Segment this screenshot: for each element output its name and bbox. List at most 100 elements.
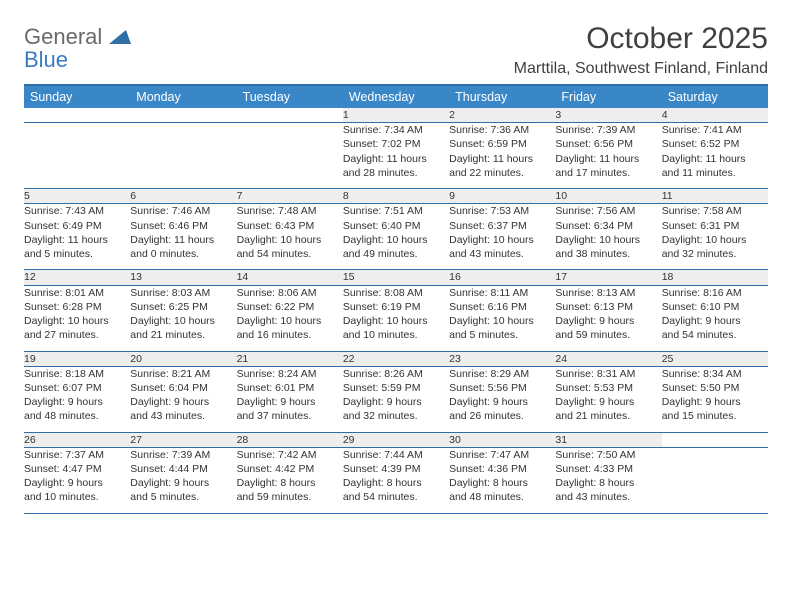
day-line: Daylight: 9 hours — [130, 476, 236, 490]
day-number — [24, 108, 130, 123]
day-line: Sunrise: 7:53 AM — [449, 204, 555, 218]
day-line: Sunrise: 8:26 AM — [343, 367, 449, 381]
day-line: Sunset: 6:37 PM — [449, 219, 555, 233]
day-line: Daylight: 10 hours — [449, 233, 555, 247]
day-line: Daylight: 10 hours — [130, 314, 236, 328]
day-line: Sunrise: 8:06 AM — [237, 286, 343, 300]
day-cell: Sunrise: 7:34 AMSunset: 7:02 PMDaylight:… — [343, 123, 449, 189]
day-number: 26 — [24, 432, 130, 447]
day-line: and 43 minutes. — [449, 247, 555, 261]
day-line: Sunset: 6:59 PM — [449, 137, 555, 151]
day-cell: Sunrise: 8:06 AMSunset: 6:22 PMDaylight:… — [237, 285, 343, 351]
day-line: Daylight: 9 hours — [555, 314, 661, 328]
day-line: Daylight: 10 hours — [662, 233, 768, 247]
day-cell: Sunrise: 8:29 AMSunset: 5:56 PMDaylight:… — [449, 366, 555, 432]
day-line: Sunset: 6:16 PM — [449, 300, 555, 314]
day-line: and 43 minutes. — [555, 490, 661, 504]
day-number: 9 — [449, 189, 555, 204]
day-line: Sunrise: 7:58 AM — [662, 204, 768, 218]
day-number: 1 — [343, 108, 449, 123]
day-number: 17 — [555, 270, 661, 285]
day-line: Sunset: 4:39 PM — [343, 462, 449, 476]
day-line: Sunrise: 7:47 AM — [449, 448, 555, 462]
day-line: and 26 minutes. — [449, 409, 555, 423]
location: Marttila, Southwest Finland, Finland — [514, 60, 768, 78]
day-line: and 5 minutes. — [24, 247, 130, 261]
day-number: 16 — [449, 270, 555, 285]
day-content-row: Sunrise: 8:01 AMSunset: 6:28 PMDaylight:… — [24, 285, 768, 351]
day-line: Sunrise: 8:01 AM — [24, 286, 130, 300]
day-line: Daylight: 9 hours — [24, 395, 130, 409]
day-line: and 59 minutes. — [237, 490, 343, 504]
day-line: Sunrise: 8:31 AM — [555, 367, 661, 381]
day-cell: Sunrise: 8:18 AMSunset: 6:07 PMDaylight:… — [24, 366, 130, 432]
day-line: and 5 minutes. — [130, 490, 236, 504]
day-line: Sunset: 6:31 PM — [662, 219, 768, 233]
logo-text-block: General Blue — [24, 26, 131, 72]
day-line: Sunrise: 7:50 AM — [555, 448, 661, 462]
day-line: Sunset: 6:19 PM — [343, 300, 449, 314]
day-number: 29 — [343, 432, 449, 447]
day-cell: Sunrise: 7:47 AMSunset: 4:36 PMDaylight:… — [449, 447, 555, 513]
day-line: Sunset: 4:33 PM — [555, 462, 661, 476]
day-cell: Sunrise: 7:48 AMSunset: 6:43 PMDaylight:… — [237, 204, 343, 270]
day-line: Sunset: 6:04 PM — [130, 381, 236, 395]
day-line: Daylight: 9 hours — [449, 395, 555, 409]
day-number: 15 — [343, 270, 449, 285]
day-header-row: SundayMondayTuesdayWednesdayThursdayFrid… — [24, 85, 768, 108]
calendar-body: 1234Sunrise: 7:34 AMSunset: 7:02 PMDayli… — [24, 108, 768, 513]
day-line: Daylight: 11 hours — [449, 152, 555, 166]
day-cell — [237, 123, 343, 189]
day-line: and 17 minutes. — [555, 166, 661, 180]
day-number: 30 — [449, 432, 555, 447]
day-line: and 59 minutes. — [555, 328, 661, 342]
day-number: 12 — [24, 270, 130, 285]
day-cell: Sunrise: 8:16 AMSunset: 6:10 PMDaylight:… — [662, 285, 768, 351]
day-number: 25 — [662, 351, 768, 366]
day-line: Daylight: 11 hours — [130, 233, 236, 247]
day-line: Sunrise: 8:34 AM — [662, 367, 768, 381]
day-line: Daylight: 9 hours — [662, 395, 768, 409]
day-number: 2 — [449, 108, 555, 123]
day-line: Daylight: 10 hours — [449, 314, 555, 328]
day-cell: Sunrise: 8:03 AMSunset: 6:25 PMDaylight:… — [130, 285, 236, 351]
day-line: Sunrise: 8:18 AM — [24, 367, 130, 381]
day-line: and 38 minutes. — [555, 247, 661, 261]
day-number: 31 — [555, 432, 661, 447]
day-line: Sunrise: 7:34 AM — [343, 123, 449, 137]
day-cell: Sunrise: 7:39 AMSunset: 6:56 PMDaylight:… — [555, 123, 661, 189]
page: General Blue October 2025 Marttila, Sout… — [0, 0, 792, 514]
day-cell: Sunrise: 8:26 AMSunset: 5:59 PMDaylight:… — [343, 366, 449, 432]
day-cell: Sunrise: 7:50 AMSunset: 4:33 PMDaylight:… — [555, 447, 661, 513]
day-line: Daylight: 11 hours — [662, 152, 768, 166]
day-line: Sunset: 4:36 PM — [449, 462, 555, 476]
day-line: Sunrise: 7:42 AM — [237, 448, 343, 462]
day-header: Saturday — [662, 85, 768, 108]
day-line: Sunset: 6:56 PM — [555, 137, 661, 151]
day-line: Sunrise: 7:36 AM — [449, 123, 555, 137]
day-number — [662, 432, 768, 447]
day-line: and 27 minutes. — [24, 328, 130, 342]
day-header: Sunday — [24, 85, 130, 108]
day-line: Daylight: 9 hours — [237, 395, 343, 409]
day-line: Daylight: 11 hours — [343, 152, 449, 166]
day-number — [130, 108, 236, 123]
day-line: Sunset: 6:43 PM — [237, 219, 343, 233]
day-line: Daylight: 11 hours — [24, 233, 130, 247]
day-line: and 32 minutes. — [662, 247, 768, 261]
logo: General Blue — [24, 22, 131, 72]
day-number: 27 — [130, 432, 236, 447]
day-line: Sunrise: 7:41 AM — [662, 123, 768, 137]
day-cell: Sunrise: 8:01 AMSunset: 6:28 PMDaylight:… — [24, 285, 130, 351]
day-number: 7 — [237, 189, 343, 204]
day-number: 23 — [449, 351, 555, 366]
day-line: and 54 minutes. — [662, 328, 768, 342]
day-number-row: 1234 — [24, 108, 768, 123]
day-line: Sunrise: 7:37 AM — [24, 448, 130, 462]
day-line: and 54 minutes. — [237, 247, 343, 261]
day-cell — [24, 123, 130, 189]
day-line: and 43 minutes. — [130, 409, 236, 423]
day-line: Sunset: 4:42 PM — [237, 462, 343, 476]
day-line: Daylight: 10 hours — [343, 314, 449, 328]
day-number: 24 — [555, 351, 661, 366]
